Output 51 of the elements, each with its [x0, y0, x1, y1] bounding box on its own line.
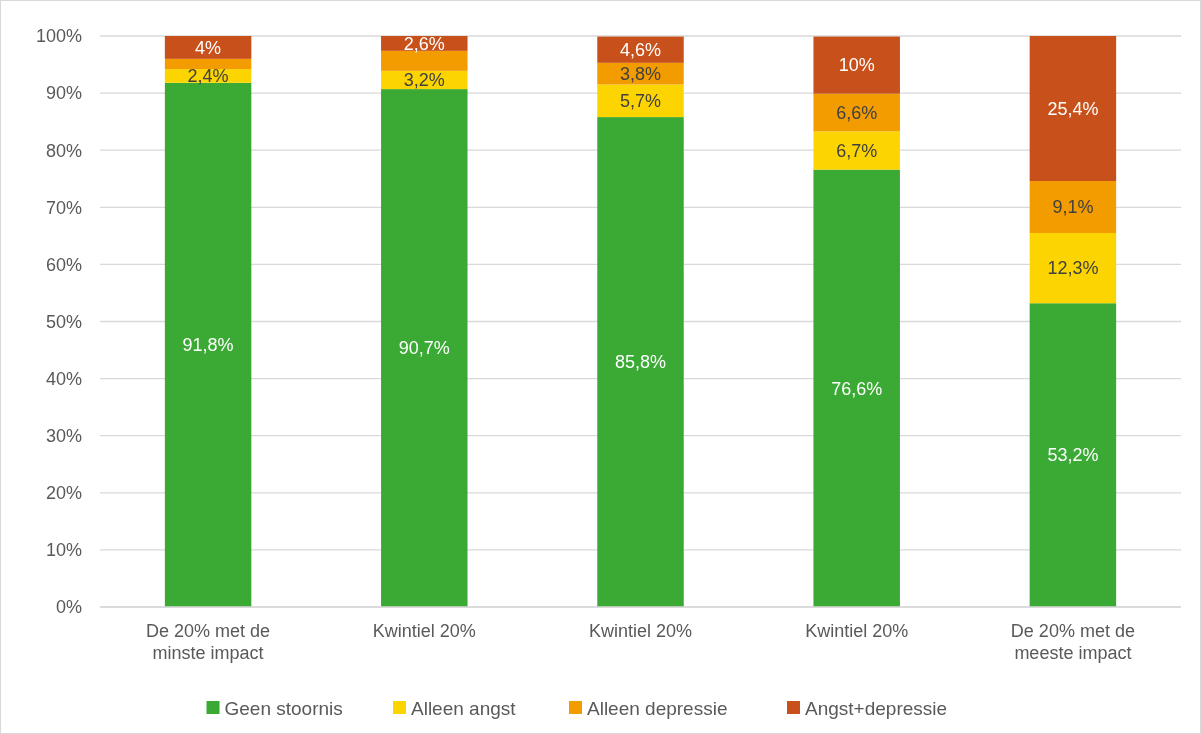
legend-label: Angst+depressie	[805, 697, 948, 719]
x-tick-label: Kwintiel 20%	[372, 621, 476, 641]
bar	[1029, 181, 1117, 233]
data-label: 4%	[195, 37, 222, 58]
y-tick-label: 100%	[35, 26, 82, 47]
bar	[597, 117, 684, 607]
x-tick-label: De 20% met de minste impact	[146, 621, 271, 663]
y-tick-label: 50%	[45, 311, 82, 332]
bar	[597, 84, 684, 118]
data-label: 53,2%	[1047, 445, 1099, 466]
legend-label: Geen stoornis	[224, 697, 343, 719]
y-tick-label: 70%	[45, 197, 82, 218]
bar	[813, 169, 900, 607]
x-tick-label: Kwintiel 20%	[805, 621, 909, 641]
data-label: 5,7%	[619, 91, 662, 112]
x-tick-label: De 20% met de meeste impact	[1010, 621, 1135, 663]
bar	[164, 36, 252, 59]
x-tick-label: Kwintiel 20%	[588, 621, 693, 641]
bar	[813, 93, 900, 132]
y-tick-label: 30%	[45, 426, 82, 446]
bar	[1029, 303, 1117, 607]
legend-label: Alleen angst	[411, 697, 517, 719]
bar	[1029, 233, 1117, 304]
data-label: 12,3%	[1047, 258, 1099, 279]
y-tick-label: 0%	[55, 597, 82, 618]
data-label: 25,4%	[1047, 98, 1099, 119]
bar	[813, 36, 900, 94]
data-label: 6,7%	[836, 140, 878, 161]
data-label: 76,6%	[831, 378, 883, 399]
y-tick-label: 60%	[45, 254, 82, 275]
bar	[813, 131, 900, 170]
bar	[1029, 36, 1117, 182]
y-tick-label: 80%	[45, 140, 82, 161]
legend-label: Alleen depressie	[587, 697, 728, 719]
data-label: 90,7%	[398, 338, 450, 359]
data-label: 91,8%	[182, 335, 234, 356]
bar	[381, 89, 468, 607]
data-label: 3,2%	[403, 70, 445, 91]
bar	[164, 58, 252, 70]
y-tick-label: 20%	[45, 483, 82, 504]
y-tick-label: 10%	[45, 540, 82, 561]
data-label: 85,8%	[614, 352, 667, 373]
data-label: 10%	[838, 55, 875, 76]
data-label: 2,6%	[403, 33, 445, 54]
data-label: 2,4%	[187, 66, 229, 87]
data-label: 6,6%	[836, 102, 878, 123]
data-label: 3,8%	[619, 63, 662, 84]
y-tick-label: 40%	[45, 368, 82, 389]
data-label: 9,1%	[1052, 197, 1094, 218]
y-tick-label: 90%	[45, 83, 82, 104]
data-label: 4,6%	[619, 40, 662, 60]
